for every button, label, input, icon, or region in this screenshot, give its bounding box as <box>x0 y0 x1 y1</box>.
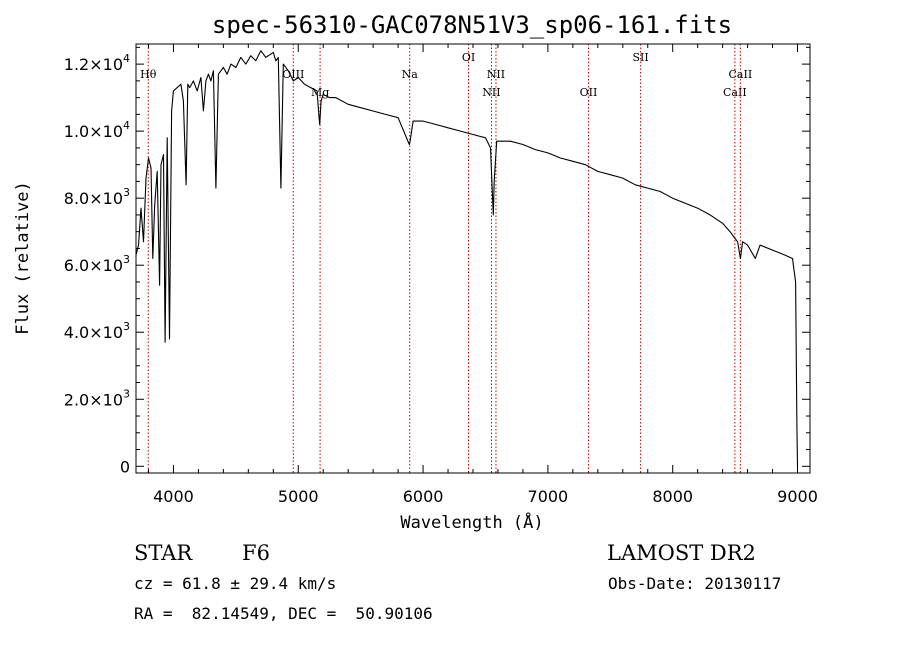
obs-date: Obs-Date: 20130117 <box>608 574 782 593</box>
x-tick-label: 5000 <box>278 487 319 506</box>
y-tick-label: 1.2×104 <box>64 52 130 74</box>
line-marker-label: CaII <box>729 68 753 81</box>
survey-name: LAMOST DR2 <box>607 541 756 565</box>
y-tick-label: 0 <box>120 457 130 476</box>
spectrum-line <box>135 50 799 467</box>
y-tick-mantissa: 2.0×10 <box>64 390 123 409</box>
line-marker-label: Mg <box>311 86 329 99</box>
y-tick-exponent: 3 <box>123 253 130 266</box>
line-marker-label: NII <box>482 86 500 99</box>
plot-frame <box>135 43 811 474</box>
coordinates: RA = 82.14549, DEC = 50.90106 <box>134 604 433 623</box>
line-marker-label: NII <box>487 68 505 81</box>
line-marker-label: Hθ <box>140 68 157 81</box>
line-marker-label: Na <box>402 68 419 81</box>
y-tick-mantissa: 1.0×10 <box>64 122 123 141</box>
line-marker-label: OII <box>580 86 598 99</box>
y-axis-label: Flux (relative) <box>13 181 33 335</box>
x-axis: 4000 5000 6000 7000 8000 9000 <box>147 44 818 506</box>
y-tick-mantissa: 4.0×10 <box>64 323 123 342</box>
x-tick-label: 8000 <box>652 487 693 506</box>
line-marker-label: OIII <box>282 68 304 81</box>
line-marker-label: SII <box>633 51 649 64</box>
redshift-text: cz = 61.8 ± 29.4 km/s <box>134 574 337 593</box>
y-tick-mantissa: 6.0×10 <box>64 256 123 275</box>
spectrum-layer <box>135 50 799 467</box>
x-tick-label: 7000 <box>528 487 569 506</box>
y-tick-exponent: 3 <box>123 320 130 333</box>
y-tick-exponent: 4 <box>123 52 130 65</box>
y-axis: 02.0×1034.0×1036.0×1038.0×1031.0×1041.2×… <box>64 46 810 476</box>
x-axis-label: Wavelength (Å) <box>400 511 543 533</box>
x-tick-label: 4000 <box>153 487 194 506</box>
y-tick-label: 8.0×103 <box>64 186 130 208</box>
y-tick-label: 4.0×103 <box>64 320 130 342</box>
y-tick-mantissa: 8.0×10 <box>64 189 123 208</box>
object-subclass: F6 <box>242 541 270 565</box>
line-marker-label: OI <box>462 51 475 64</box>
y-tick-exponent: 3 <box>123 387 130 400</box>
line-marker-label: CaII <box>723 86 747 99</box>
y-tick-exponent: 3 <box>123 186 130 199</box>
line-markers: Hθ OIII Mg Na OI NII NII OII SII CaII CaII <box>140 44 752 473</box>
y-tick-label: 1.0×104 <box>64 119 130 141</box>
x-tick-label: 6000 <box>403 487 444 506</box>
y-tick-mantissa: 0 <box>120 457 130 476</box>
chart-title: spec-56310-GAC078N51V3_sp06-161.fits <box>212 11 732 39</box>
y-tick-exponent: 4 <box>123 119 130 132</box>
y-tick-mantissa: 1.2×10 <box>64 55 123 74</box>
object-class: STAR <box>134 541 193 565</box>
y-tick-label: 6.0×103 <box>64 253 130 275</box>
y-tick-label: 2.0×103 <box>64 387 130 409</box>
x-tick-label: 9000 <box>777 487 818 506</box>
